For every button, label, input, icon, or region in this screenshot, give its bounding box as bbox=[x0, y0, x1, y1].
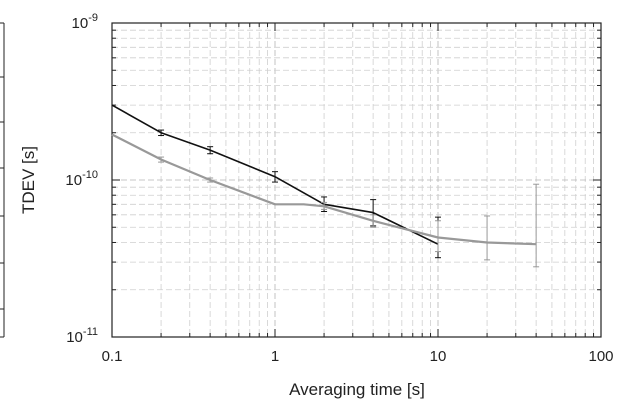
y-axis-label: TDEV [s] bbox=[19, 146, 38, 214]
x-tick-label: 100 bbox=[588, 348, 613, 365]
y-tick-label: 10-9 bbox=[72, 12, 98, 32]
y-tick-label: 10-11 bbox=[66, 326, 98, 346]
x-axis-label: Averaging time [s] bbox=[289, 380, 425, 399]
x-axis-ticks: 0.1 1 10 100 bbox=[102, 23, 614, 365]
series-line bbox=[111, 133, 537, 246]
series-1 bbox=[111, 104, 441, 259]
left-panel-remnant bbox=[0, 22, 5, 338]
series-2 bbox=[111, 133, 540, 268]
x-tick-label: 1 bbox=[271, 348, 279, 365]
grid bbox=[112, 23, 601, 337]
y-axis-ticks: 10-11 10-10 10-9 bbox=[65, 12, 601, 346]
y-tick-label: 10-10 bbox=[65, 169, 98, 189]
x-tick-label: 10 bbox=[430, 348, 447, 365]
series-group bbox=[111, 104, 540, 268]
x-tick-label: 0.1 bbox=[102, 348, 123, 365]
